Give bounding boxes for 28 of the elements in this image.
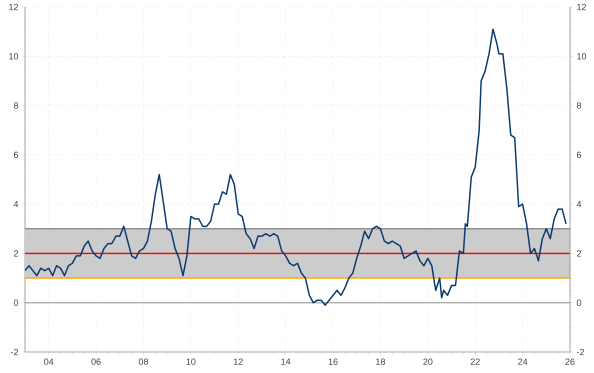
y-tick-label: 4 (14, 201, 18, 208)
y-tick-label: 10 (9, 53, 18, 60)
x-tick-label: 12 (234, 358, 243, 365)
y2-tick-label: -2 (576, 348, 584, 356)
x-tick-label: 24 (518, 358, 528, 365)
x-tick-label: 04 (44, 358, 54, 365)
x-tick-label: 14 (281, 358, 290, 365)
x-tick-label: 20 (423, 358, 432, 365)
y-tick-label: 12 (9, 4, 18, 10)
y-tick-label: 0 (14, 300, 18, 306)
x-tick-label: 22 (470, 358, 480, 365)
y2-tick-label: 0 (576, 300, 582, 306)
y2-tick-label: 8 (576, 102, 582, 109)
y-tick-label: 2 (14, 250, 18, 257)
x-tick-label: 06 (91, 358, 101, 365)
y-tick-label: 6 (14, 152, 18, 158)
x-tick-label: 08 (138, 358, 148, 365)
y2-tick-label: 12 (577, 4, 586, 10)
y2-tick-label: 4 (576, 201, 582, 208)
y2-tick-label: 10 (577, 53, 586, 60)
x-tick-label: 10 (186, 358, 196, 365)
x-tick-label: 18 (376, 358, 386, 365)
y2-tick-label: 6 (576, 152, 582, 158)
y2-tick-label: 2 (576, 250, 582, 257)
x-tick-label: 26 (565, 358, 575, 365)
y-tick-label: -2 (10, 348, 18, 356)
x-tick-label: 16 (328, 358, 338, 365)
y-tick-label: 8 (14, 102, 18, 109)
